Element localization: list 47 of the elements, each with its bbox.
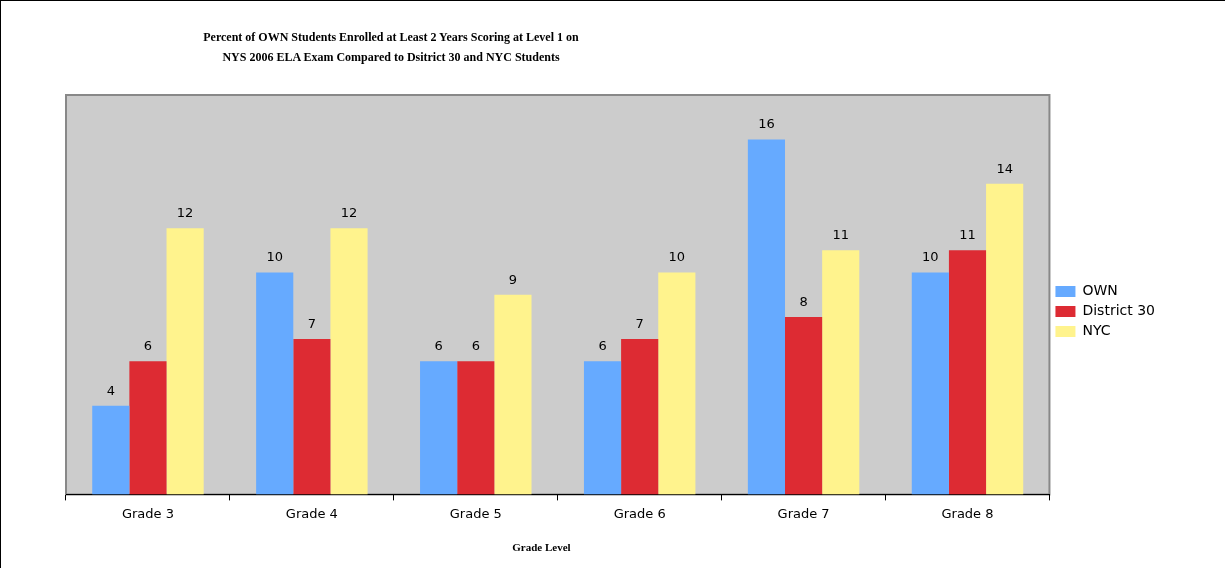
x-tick-label: Grade 8 [941,505,994,521]
data-label: 6 [434,338,443,354]
data-label: 10 [922,249,939,265]
data-label: 6 [598,338,607,354]
data-label: 11 [832,227,850,243]
bar [166,228,204,495]
data-label: 12 [340,205,358,221]
bar [256,272,294,495]
bar [822,250,860,495]
bar [986,183,1024,495]
data-label: 7 [635,315,644,331]
data-label: 12 [176,205,194,221]
x-tick-label: Grade 5 [449,505,502,521]
data-label: 11 [959,227,976,243]
bar [330,228,368,495]
bar [948,250,987,495]
x-tick-label: Grade 6 [613,505,666,521]
bar [911,272,949,495]
x-axis-title: Grade Level [511,541,572,553]
bar [785,316,823,495]
data-label: 8 [799,293,808,309]
bar [747,139,786,495]
legend-label: NYC [1082,322,1111,339]
bar [129,361,167,495]
bar [494,294,532,495]
bar [420,361,458,495]
x-tick-label: Grade 3 [121,505,174,521]
bar [92,405,130,495]
legend-label: OWN [1082,282,1118,299]
bar [293,339,331,495]
data-label: 6 [143,338,153,354]
bar [658,272,696,495]
data-label: 7 [307,315,316,331]
data-label: 10 [668,249,686,265]
chart-title: Percent of OWN Students Enrolled at Least 2 Years Scoring at Level 1 on NYS 2006 ELA Exam Compared to Dsitrict 30 and NYC Students [202,29,580,66]
data-label: 9 [508,271,518,287]
data-label: 4 [106,382,115,398]
legend-label: District 30 [1082,302,1156,319]
data-label: 16 [758,116,775,132]
x-tick-label: Grade 7 [777,505,830,521]
data-label: 14 [996,160,1013,176]
x-tick-label: Grade 4 [285,505,338,521]
bar [583,361,622,495]
bar [621,339,659,495]
data-label: 6 [471,338,480,354]
data-label: 10 [266,249,283,265]
bar [457,361,495,495]
